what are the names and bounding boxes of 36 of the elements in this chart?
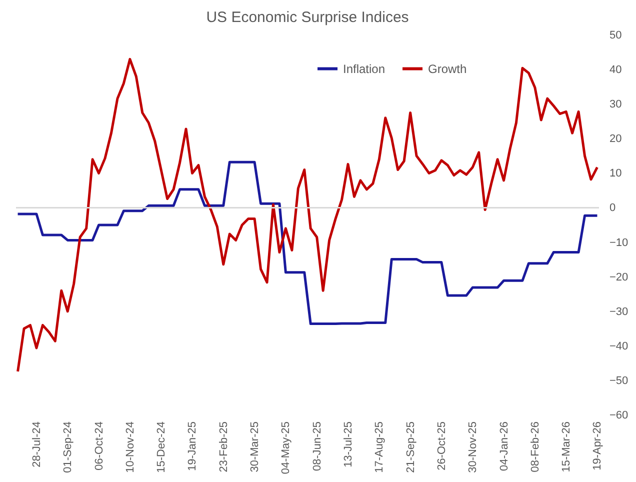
x-tick-label: 23-Feb-25 (218, 422, 230, 472)
x-tick-label: 30-Nov-25 (467, 422, 480, 473)
legend-label: Inflation (343, 62, 386, 76)
x-tick-label: 19-Apr-26 (592, 422, 604, 470)
y-tick-label: −20 (610, 271, 628, 284)
y-tick-label: 50 (610, 30, 622, 42)
x-tick-label: 26-Oct-25 (436, 422, 448, 470)
x-tick-label: 08-Jun-25 (311, 422, 324, 472)
x-tick-label: 10-Nov-24 (124, 422, 136, 473)
y-tick-label: −40 (610, 340, 628, 352)
x-tick-label: 08-Feb-26 (529, 422, 542, 472)
x-tick-label: 15-Mar-26 (560, 422, 573, 472)
x-tick-label: 15-Dec-24 (156, 422, 168, 473)
x-tick-label: 30-Mar-25 (249, 422, 262, 472)
x-tick-label: 04-Jan-26 (498, 422, 510, 472)
legend-label: Growth (428, 62, 467, 76)
chart-title: US Economic Surprise Indices (206, 9, 409, 26)
x-tick-label: 28-Jul-24 (30, 422, 43, 468)
y-tick-label: −50 (610, 374, 628, 387)
x-tick-label: 21-Sep-25 (404, 422, 417, 473)
y-tick-label: −10 (610, 236, 628, 249)
y-tick-label: 20 (610, 133, 622, 146)
x-tick-label: 04-May-25 (280, 422, 292, 474)
y-tick-label: −30 (610, 306, 628, 318)
y-tick-label: 10 (610, 168, 622, 180)
line-series (16, 58, 598, 373)
y-tick-label: 40 (610, 64, 622, 76)
x-tick-label: 01-Sep-24 (62, 422, 74, 473)
y-tick-label: −60 (610, 410, 628, 422)
x-tick-label: 17-Aug-25 (374, 422, 386, 473)
y-tick-label: 30 (610, 98, 622, 111)
y-tick-label: 0 (610, 202, 616, 214)
x-tick-label: 06-Oct-24 (93, 422, 106, 470)
x-tick-label: 13-Jul-25 (342, 422, 354, 468)
x-tick-label: 19-Jan-25 (186, 422, 199, 472)
line-series (16, 160, 598, 326)
